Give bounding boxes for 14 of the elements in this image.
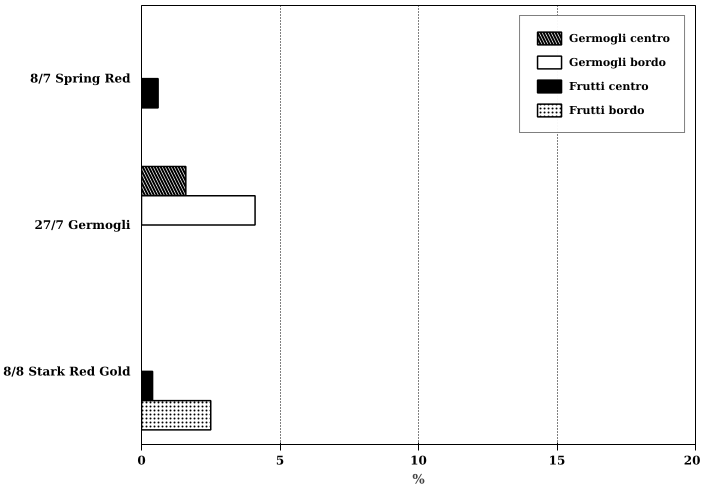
x-tick-label: 15 [548,454,566,468]
x-axis-title: % [412,472,426,488]
bar [142,78,159,109]
x-tick-label: 5 [276,454,284,468]
y-tick-label: 27/7 Germogli [34,218,131,232]
x-tick-label: 20 [684,454,701,468]
x-tick-label: 0 [137,454,146,468]
legend-label: Frutti centro [569,80,649,92]
y-tick-label: 8/7 Spring Red [30,72,132,86]
legend-label: Germogli bordo [569,56,666,68]
y-tick-label: 8/8 Stark Red Gold [3,364,132,378]
legend-label: Frutti bordo [569,104,644,116]
x-tick-label: 10 [410,454,427,468]
legend-label: Germogli centro [569,32,670,44]
